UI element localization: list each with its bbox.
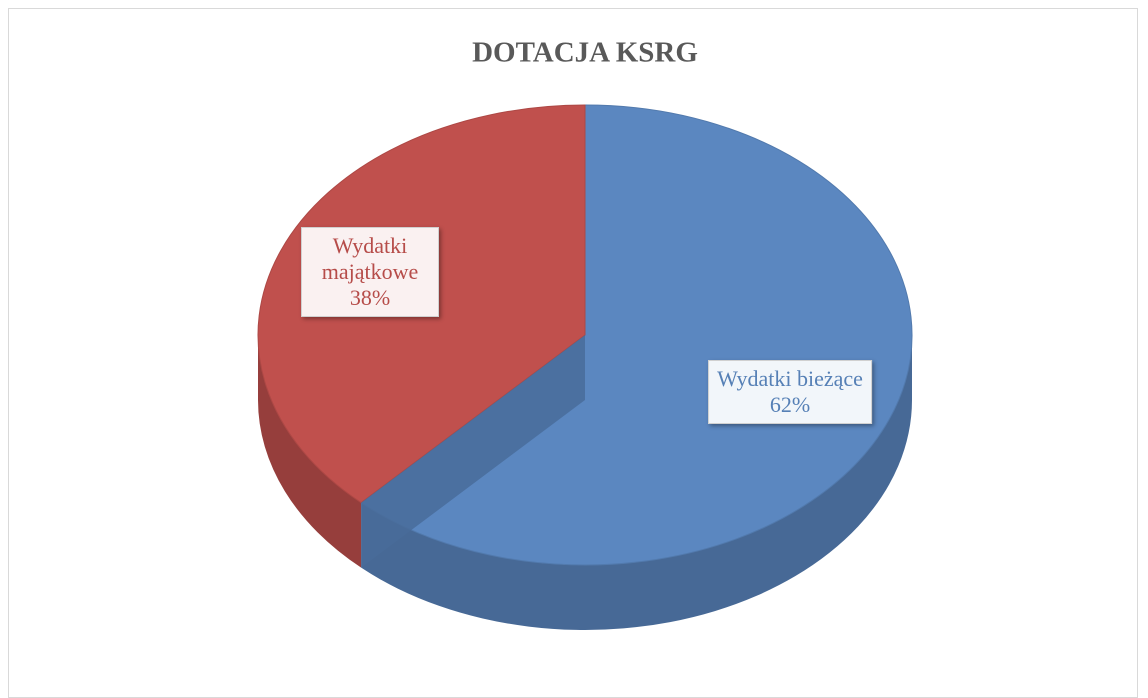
label-value: 62% <box>769 392 811 417</box>
pie-side <box>361 335 913 630</box>
label-category: Wydatki bieżące <box>717 366 863 391</box>
pie-side <box>258 335 362 568</box>
chart: DOTACJA KSRG <box>257 37 913 630</box>
data-label: Wydatki bieżące 62% <box>708 360 872 424</box>
label-category: Wydatki majątkowe <box>321 233 419 284</box>
page: DOTACJA KSRG Wydatki bieżące 62% Wydatki m… <box>8 8 1138 698</box>
label-value: 38% <box>349 285 391 310</box>
data-label: Wydatki majątkowe 38% <box>301 227 439 317</box>
pie-inner-wall <box>361 335 585 568</box>
chart-title: DOTACJA KSRG <box>472 37 698 69</box>
